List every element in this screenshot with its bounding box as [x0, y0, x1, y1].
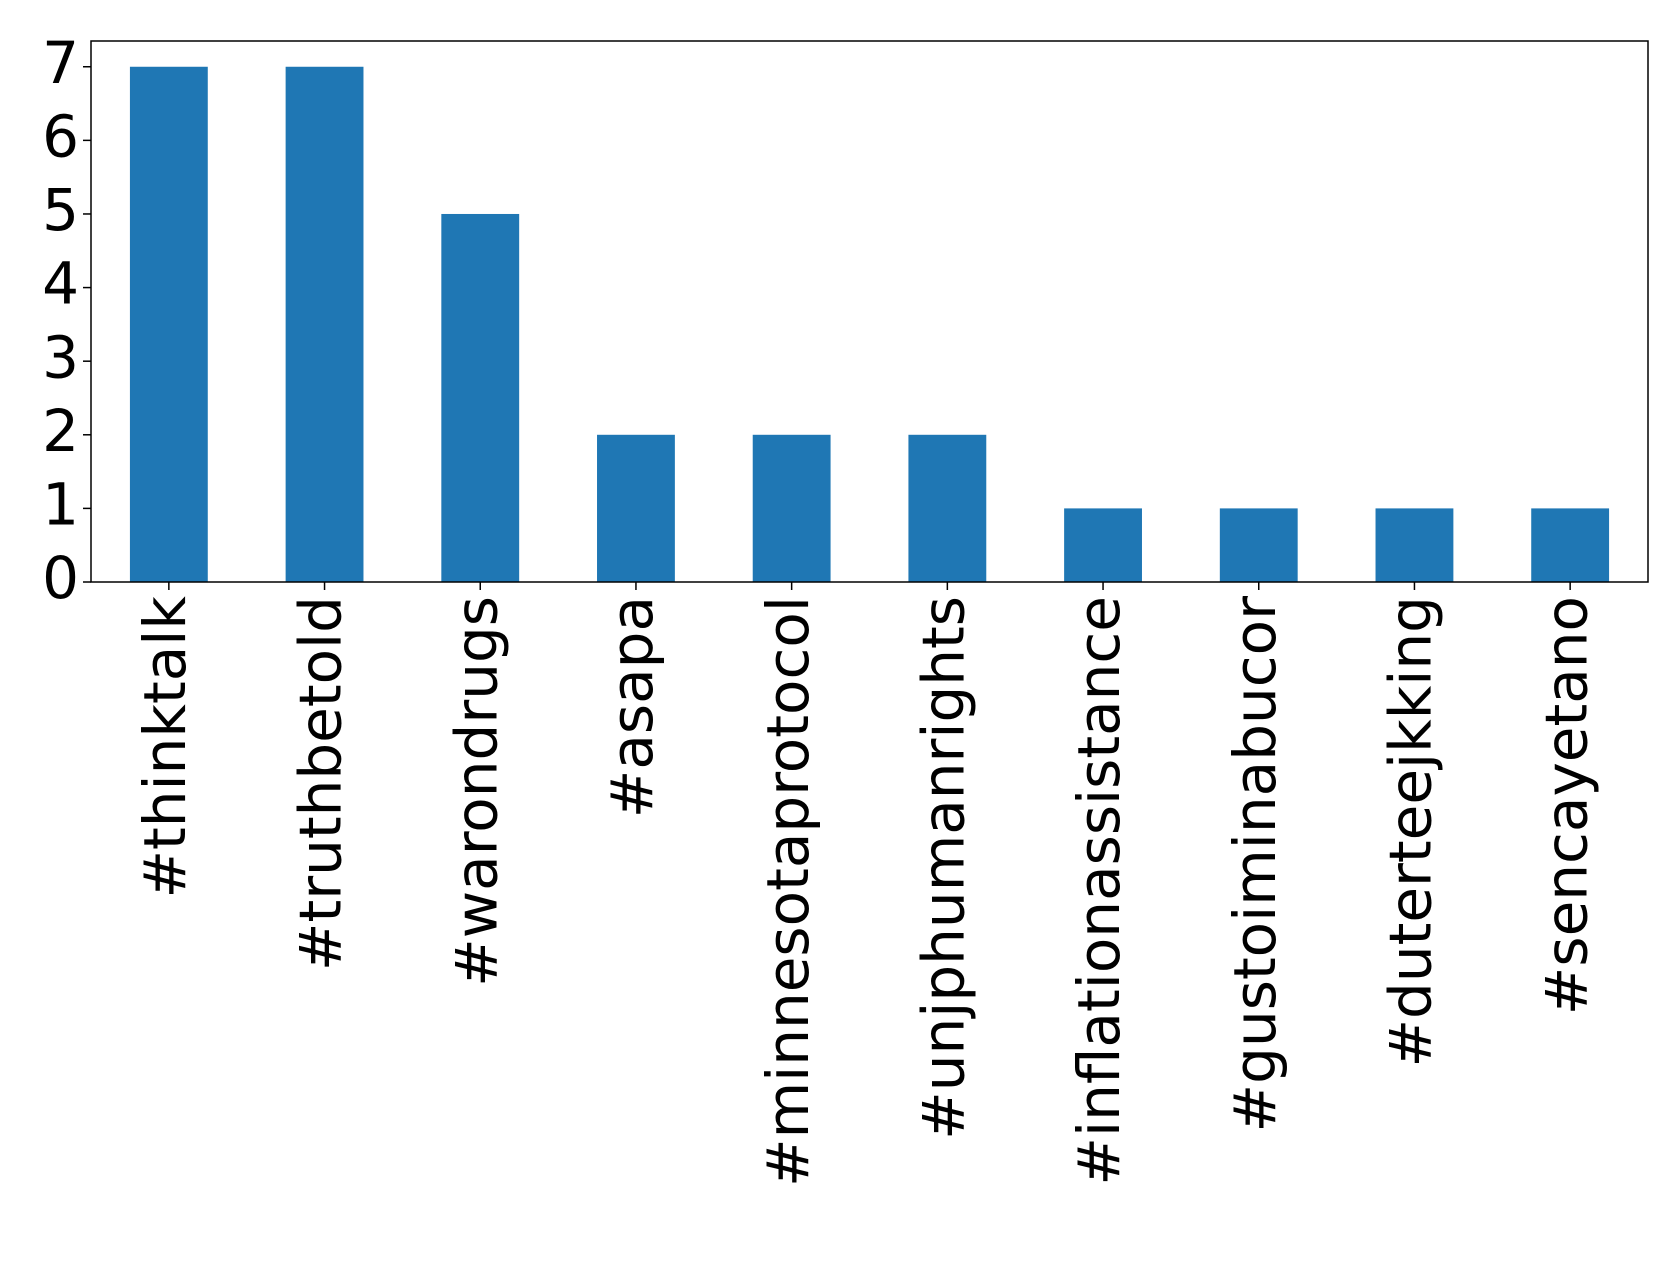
- y-tick-label: 7: [42, 29, 79, 97]
- bar: [908, 434, 987, 582]
- bar: [752, 434, 831, 582]
- x-tick-label: #truthbetold: [287, 596, 355, 971]
- y-tick-label: 2: [42, 397, 79, 465]
- bar: [1531, 508, 1610, 582]
- x-tick-label: #duterteejkking: [1377, 596, 1445, 1068]
- bar: [285, 66, 364, 582]
- y-tick-label: 6: [42, 102, 79, 170]
- y-tick-label: 1: [42, 471, 79, 539]
- x-tick-label: #thinktalk: [131, 596, 199, 899]
- bar: [441, 213, 520, 583]
- x-tick-label: #gustoiminabucor: [1221, 596, 1289, 1133]
- plot-frame: [90, 40, 1649, 583]
- x-tick-label: #unjphumanrights: [909, 596, 977, 1140]
- bar: [1219, 508, 1298, 582]
- x-tick-label: #minnesotaprotocol: [754, 596, 822, 1187]
- y-tick-label: 3: [42, 323, 79, 391]
- x-tick-label: #warondrugs: [442, 596, 510, 987]
- y-tick-label: 5: [42, 176, 79, 244]
- bar: [129, 66, 208, 582]
- bar: [1064, 508, 1142, 582]
- x-tick-label: #sencayetano: [1532, 596, 1600, 1015]
- y-tick-label: 0: [42, 544, 79, 612]
- x-tick-label: #inflationassistance: [1065, 596, 1133, 1186]
- bar: [597, 434, 675, 582]
- x-tick-label: #asapa: [598, 596, 666, 818]
- y-tick-label: 4: [42, 250, 79, 318]
- bar: [1375, 508, 1454, 582]
